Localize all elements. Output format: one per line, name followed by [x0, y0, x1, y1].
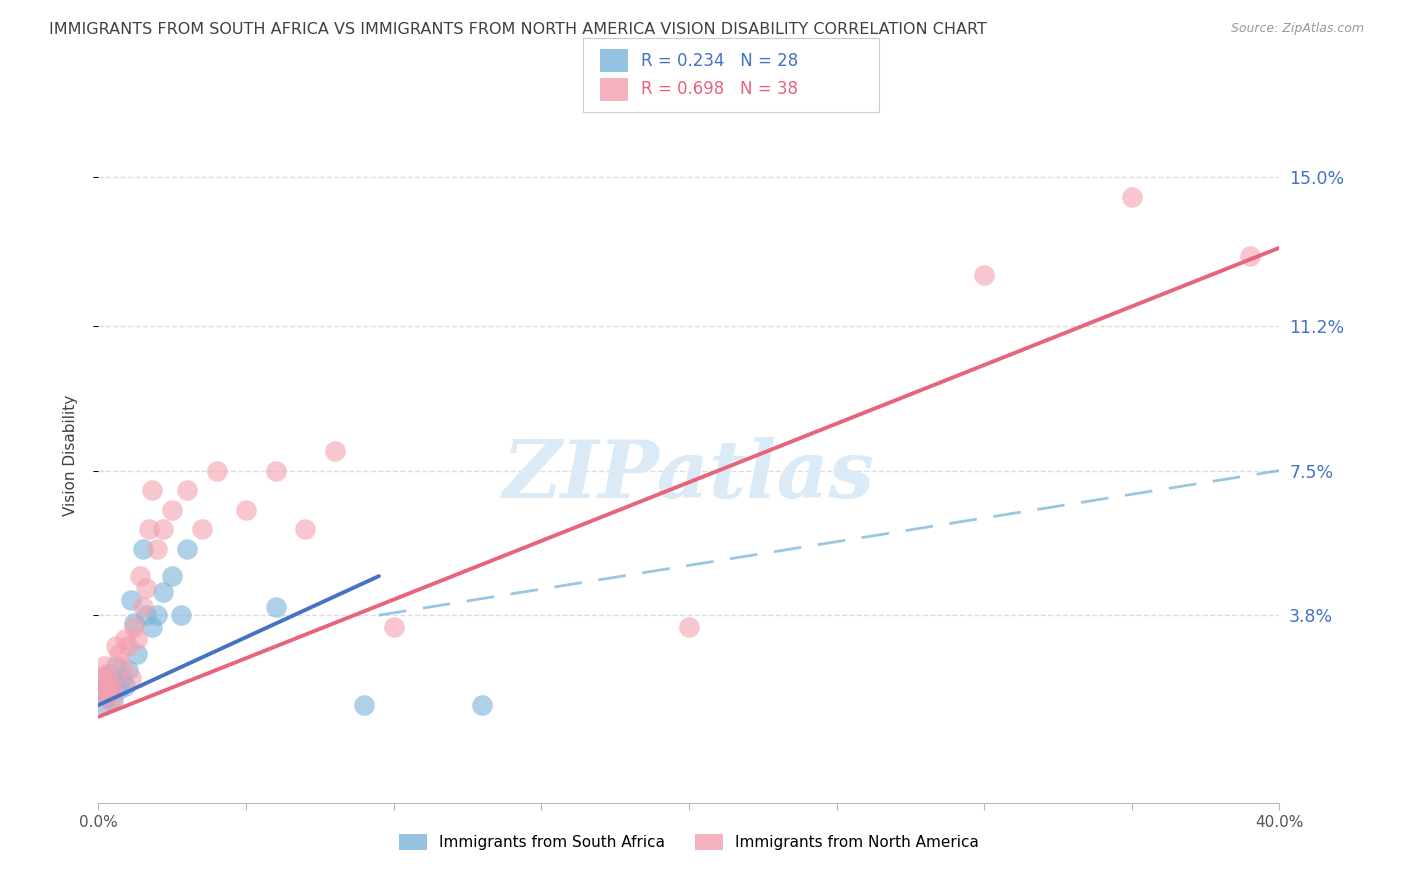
Point — [93, 698, 115, 712]
Text: Source: ZipAtlas.com: Source: ZipAtlas.com — [1230, 22, 1364, 36]
Point — [122, 620, 145, 634]
Point — [678, 620, 700, 634]
Point — [176, 541, 198, 556]
Point — [138, 522, 160, 536]
Point — [96, 679, 118, 693]
Text: ZIPatlas: ZIPatlas — [503, 437, 875, 515]
Point — [128, 569, 150, 583]
Point — [132, 541, 155, 556]
Legend: Immigrants from South Africa, Immigrants from North America: Immigrants from South Africa, Immigrants… — [392, 828, 986, 856]
Point — [103, 674, 125, 689]
Point — [152, 584, 174, 599]
Point — [98, 666, 121, 681]
Point — [135, 581, 157, 595]
Point — [264, 600, 287, 615]
Point — [135, 608, 157, 623]
Point — [471, 698, 494, 712]
Point — [1239, 249, 1261, 263]
Point — [146, 608, 169, 623]
Point — [353, 698, 375, 712]
Text: IMMIGRANTS FROM SOUTH AFRICA VS IMMIGRANTS FROM NORTH AMERICA VISION DISABILITY : IMMIGRANTS FROM SOUTH AFRICA VS IMMIGRAN… — [49, 22, 987, 37]
Point — [264, 464, 287, 478]
Point — [125, 632, 148, 646]
Point — [98, 694, 121, 708]
Point — [103, 679, 125, 693]
Point — [93, 679, 115, 693]
Point — [382, 620, 405, 634]
Point — [323, 444, 346, 458]
Point — [90, 671, 112, 685]
Point — [98, 674, 121, 689]
Point — [191, 522, 214, 536]
Point — [111, 671, 134, 685]
Text: R = 0.698   N = 38: R = 0.698 N = 38 — [641, 80, 799, 98]
Point — [117, 640, 139, 654]
Y-axis label: Vision Disability: Vision Disability — [63, 394, 77, 516]
Point — [90, 671, 112, 685]
Point — [176, 483, 198, 497]
Point — [103, 694, 125, 708]
Point — [152, 522, 174, 536]
Point — [125, 647, 148, 661]
Point — [973, 268, 995, 282]
Point — [93, 659, 115, 673]
Point — [105, 640, 128, 654]
Point — [294, 522, 316, 536]
Point — [146, 541, 169, 556]
Point — [122, 615, 145, 630]
Point — [170, 608, 193, 623]
Point — [120, 671, 142, 685]
Point — [103, 686, 125, 700]
Point — [1121, 190, 1143, 204]
Point — [114, 679, 136, 693]
Point — [96, 682, 118, 697]
Point — [96, 690, 118, 705]
Point — [205, 464, 228, 478]
Point — [111, 659, 134, 673]
Text: R = 0.234   N = 28: R = 0.234 N = 28 — [641, 52, 799, 70]
Point — [235, 502, 257, 516]
Point — [162, 502, 183, 516]
Point — [162, 569, 183, 583]
Point — [141, 483, 163, 497]
Point — [98, 686, 121, 700]
Point — [132, 600, 155, 615]
Point — [96, 666, 118, 681]
Point — [108, 647, 131, 661]
Point — [90, 686, 112, 700]
Point — [93, 682, 115, 697]
Point — [120, 592, 142, 607]
Point — [108, 682, 131, 697]
Point — [114, 632, 136, 646]
Point — [105, 659, 128, 673]
Point — [141, 620, 163, 634]
Point — [117, 663, 139, 677]
